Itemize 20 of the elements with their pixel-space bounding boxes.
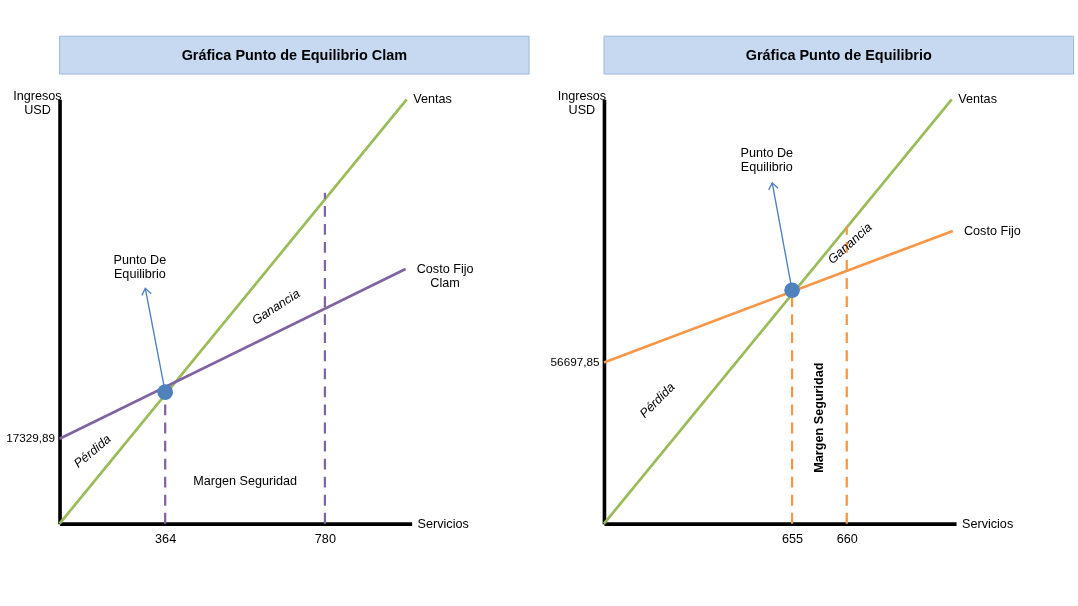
x-tick-label: 780 [314, 532, 336, 547]
annotation: 56697,85 [550, 355, 600, 369]
annotation: Margen Seguridad [193, 473, 298, 488]
annotation: Punto De Equilibrio [113, 252, 167, 282]
y-axis-title: Ingresos USD [13, 88, 62, 118]
series-label: Ventas [413, 91, 452, 106]
annotation: Punto De Equilibrio [740, 145, 794, 175]
series-label: Costo Fijo [963, 223, 1021, 238]
series-label: Ventas [958, 91, 997, 106]
x-axis-title: Servicios [961, 516, 1014, 531]
x-tick-label: 364 [155, 532, 177, 547]
y-axis-title: Ingresos USD [557, 88, 607, 118]
annotation: 17329,89 [6, 431, 56, 445]
chart-title: Gráfica Punto de Equilibrio Clam [181, 46, 408, 63]
series-label: Costo Fijo Clam [416, 261, 474, 291]
annotation: Margen Seguridad [812, 362, 827, 473]
x-tick-label: 655 [782, 532, 804, 547]
chart-title: Gráfica Punto de Equilibrio [745, 46, 932, 63]
x-axis-title: Servicios [417, 516, 469, 531]
x-tick-label: 660 [836, 532, 858, 547]
